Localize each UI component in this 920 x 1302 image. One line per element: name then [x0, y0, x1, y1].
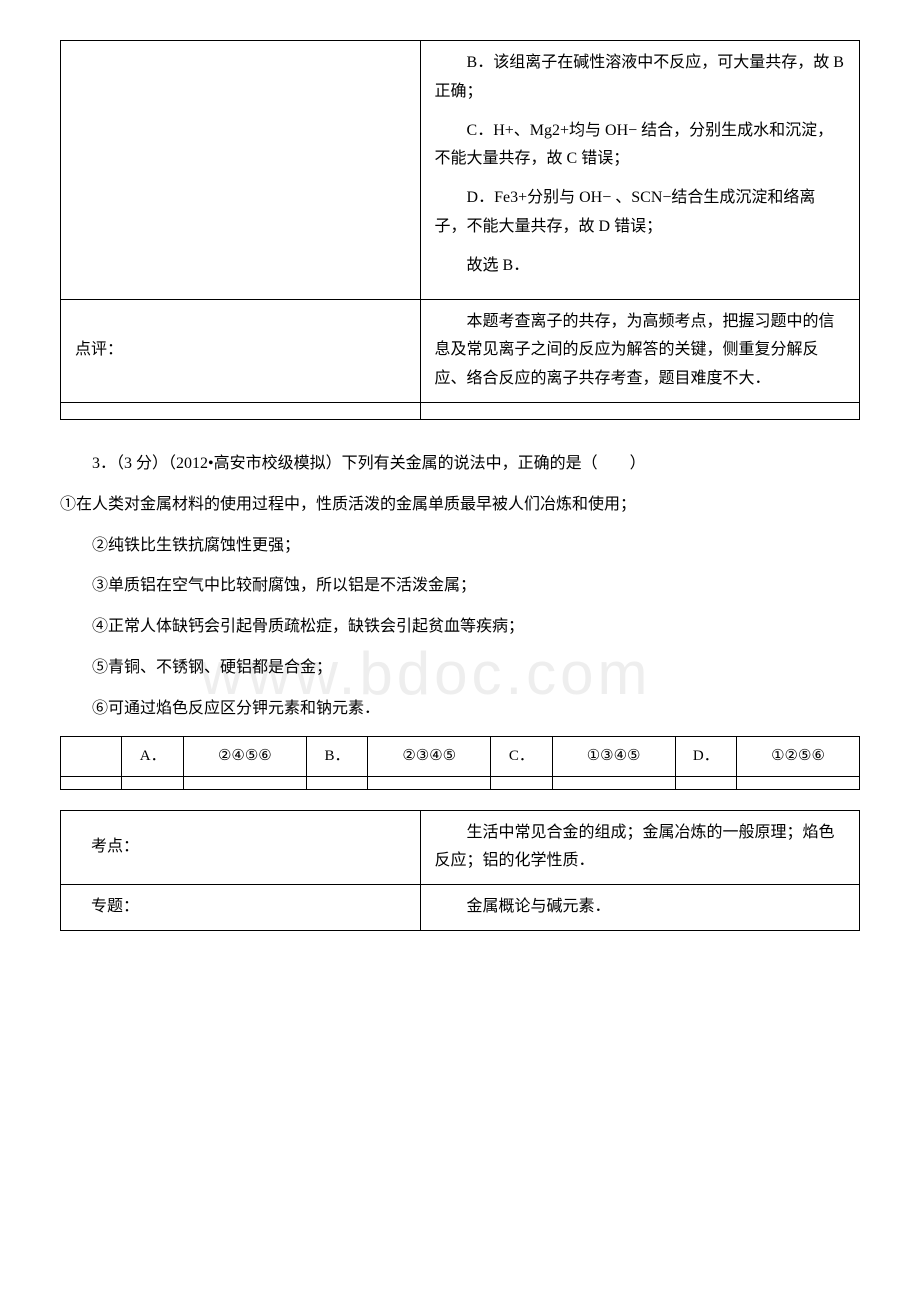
explain-left-empty: [61, 41, 421, 300]
option-d-label: D．: [675, 736, 736, 776]
explain-right-content: B．该组离子在碱性溶液中不反应，可大量共存，故 B 正确； C．H+、Mg2+均…: [420, 41, 859, 300]
empty-cell-1: [61, 402, 421, 419]
explanation-table: B．该组离子在碱性溶液中不反应，可大量共存，故 B 正确； C．H+、Mg2+均…: [60, 40, 860, 420]
explain-answer: 故选 B．: [435, 252, 845, 281]
options-table: A． ②④⑤⑥ B． ②③④⑤ C． ①③④⑤ D． ①②⑤⑥: [60, 736, 860, 790]
option-a-value: ②④⑤⑥: [183, 736, 306, 776]
empty-row-cell: [552, 776, 675, 789]
q3-item5: ⑤青铜、不锈钢、硬铝都是合金；: [60, 654, 860, 683]
option-a-label: A．: [122, 736, 183, 776]
q3-item4: ④正常人体缺钙会引起骨质疏松症，缺铁会引起贫血等疾病；: [60, 613, 860, 642]
q3-item1: ①在人类对金属材料的使用过程中，性质活泼的金属单质最早被人们冶炼和使用；: [28, 491, 860, 520]
empty-row-cell: [491, 776, 552, 789]
empty-row-cell: [368, 776, 491, 789]
q3-item2: ②纯铁比生铁抗腐蚀性更强；: [60, 532, 860, 561]
option-d-value: ①②⑤⑥: [737, 736, 860, 776]
q3-item3: ③单质铝在空气中比较耐腐蚀，所以铝是不活泼金属；: [60, 572, 860, 601]
empty-row-cell: [306, 776, 367, 789]
option-c-label: C．: [491, 736, 552, 776]
q3-header: 3．（3 分）（2012•高安市校级模拟）下列有关金属的说法中，正确的是（ ）: [60, 450, 860, 479]
empty-row-cell: [122, 776, 183, 789]
topic-label: 专题：: [61, 885, 421, 931]
empty-row-cell: [737, 776, 860, 789]
spacer: [61, 736, 122, 776]
exam-point-content: 生活中常见合金的组成；金属冶炼的一般原理；焰色反应；铝的化学性质．: [420, 810, 859, 885]
explain-b: B．该组离子在碱性溶液中不反应，可大量共存，故 B 正确；: [435, 49, 845, 107]
empty-row-cell: [183, 776, 306, 789]
explain-c: C．H+、Mg2+均与 OH− 结合，分别生成水和沉淀，不能大量共存，故 C 错…: [435, 117, 845, 175]
option-c-value: ①③④⑤: [552, 736, 675, 776]
question-3: 3．（3 分）（2012•高安市校级模拟）下列有关金属的说法中，正确的是（ ） …: [60, 450, 860, 724]
empty-cell-2: [420, 402, 859, 419]
empty-row-cell: [61, 776, 122, 789]
q3-item6: ⑥可通过焰色反应区分钾元素和钠元素．: [60, 695, 860, 724]
option-b-label: B．: [306, 736, 367, 776]
review-content: 本题考查离子的共存，为高频考点，把握习题中的信息及常见离子之间的反应为解答的关键…: [420, 299, 859, 402]
empty-row-cell: [675, 776, 736, 789]
analysis-table: 考点： 生活中常见合金的组成；金属冶炼的一般原理；焰色反应；铝的化学性质． 专题…: [60, 810, 860, 931]
option-b-value: ②③④⑤: [368, 736, 491, 776]
exam-point-label: 考点：: [61, 810, 421, 885]
review-label: 点评：: [61, 299, 421, 402]
explain-d: D．Fe3+分别与 OH− 、SCN−结合生成沉淀和络离子，不能大量共存，故 D…: [435, 184, 845, 242]
topic-content: 金属概论与碱元素．: [420, 885, 859, 931]
